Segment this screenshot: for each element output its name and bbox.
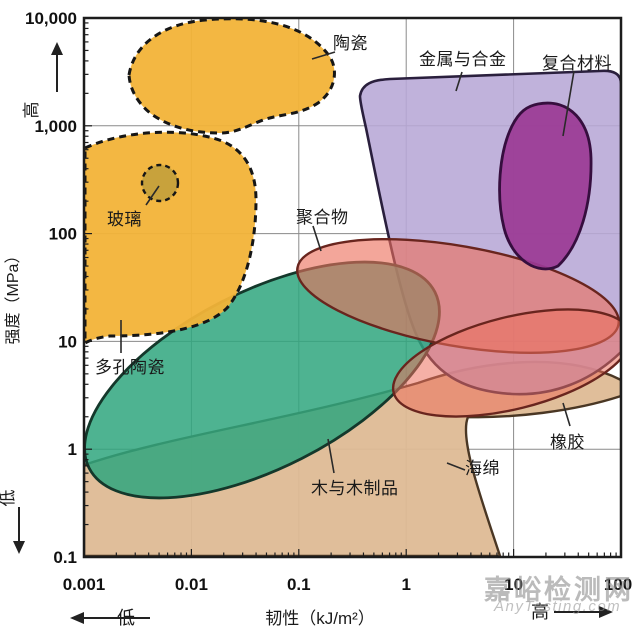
region-label-composites: 复合材料	[542, 54, 612, 73]
material-regions	[84, 18, 621, 557]
arrow-down-icon	[13, 507, 25, 554]
y-tick-label: 100	[49, 225, 77, 244]
label-leader-lines	[120, 51, 575, 474]
region-label-wood: 木与木制品	[311, 479, 399, 498]
x-tick-label: 100	[604, 575, 632, 594]
y-axis-low-label: 低	[0, 490, 17, 507]
x-tick-label: 0.1	[287, 575, 311, 594]
x-tick-label: 10	[504, 575, 523, 594]
region-glass	[140, 163, 180, 203]
region-label-porous_ceramics: 多孔陶瓷	[95, 358, 165, 377]
region-rubber	[391, 308, 621, 418]
region-label-ceramics: 陶瓷	[333, 34, 368, 53]
region-composites	[498, 101, 593, 271]
y-tick-label: 1	[68, 440, 77, 459]
x-axis-title: 韧性（kJ/m²）	[265, 609, 375, 628]
region-label-polymers: 聚合物	[296, 208, 349, 227]
axis-text: 10,000 1,000 100 10 1 0.1 0.001 0.01 0.1 1 10 100 强度…	[0, 9, 632, 628]
y-axis-high-label: 高	[22, 102, 41, 119]
y-tick-label: 1,000	[34, 117, 77, 136]
arrow-up-icon	[51, 42, 63, 92]
y-tick-label: 10	[58, 332, 77, 351]
region-label-metals: 金属与合金	[419, 50, 507, 69]
watermark-domain: AnyTesting.com	[494, 598, 622, 615]
x-axis-high-label: 高	[531, 602, 549, 622]
region-ceramics	[84, 130, 258, 345]
x-tick-label: 0.01	[175, 575, 208, 594]
region-label-rubber: 橡胶	[550, 433, 585, 452]
plot-border	[82, 16, 623, 559]
region-label-glass: 玻璃	[107, 210, 142, 229]
watermark-site-name: 嘉峪检测网	[484, 575, 634, 605]
x-tick-label: 0.001	[63, 575, 106, 594]
region-label-sponge: 海绵	[465, 459, 500, 478]
arrow-left-icon	[70, 612, 150, 624]
y-tick-label: 10,000	[25, 9, 77, 28]
region-ceramics	[127, 18, 336, 135]
y-tick-label: 0.1	[53, 548, 77, 567]
arrow-right-icon	[554, 606, 613, 618]
y-axis-title: 强度（MPa）	[4, 248, 22, 345]
x-tick-label: 1	[401, 575, 410, 594]
